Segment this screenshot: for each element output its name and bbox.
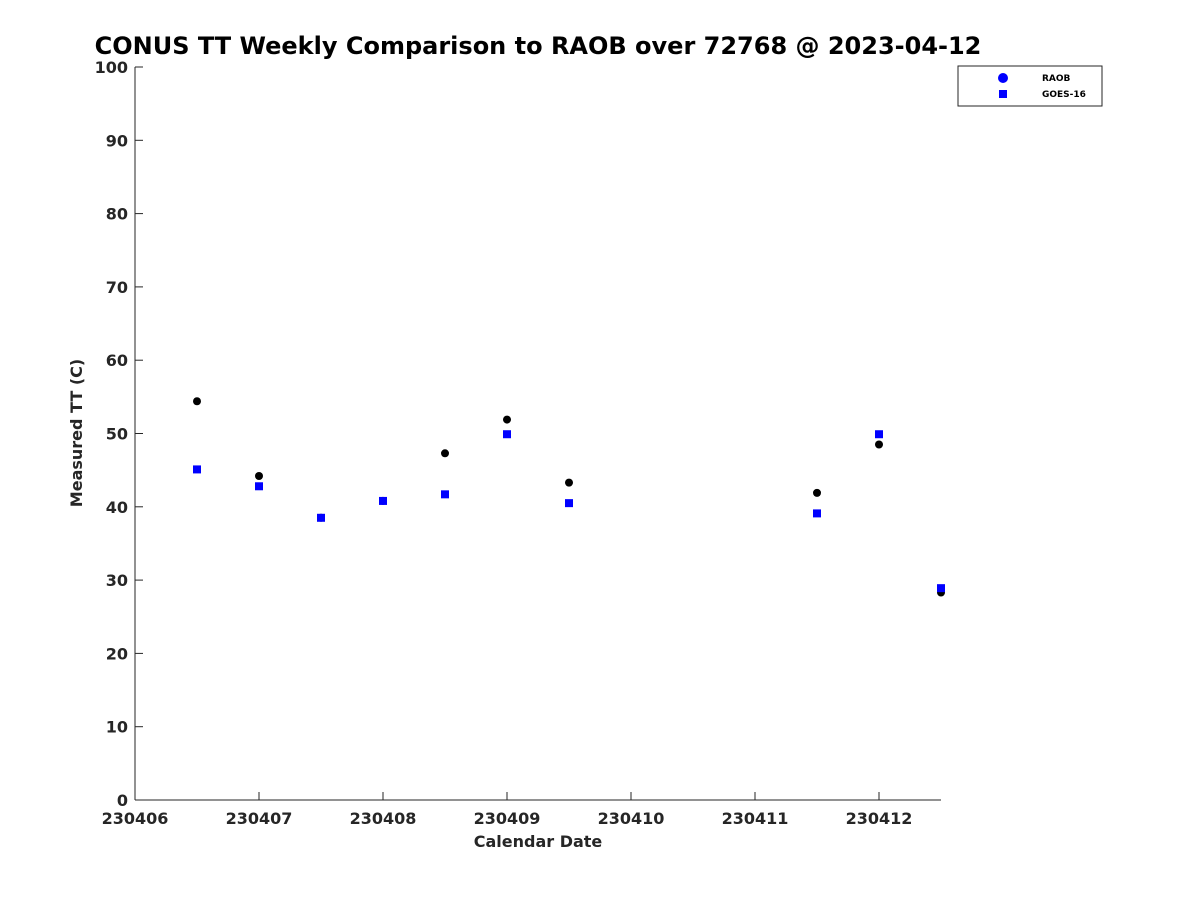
y-tick-label: 70 <box>106 278 128 297</box>
legend-label: RAOB <box>1042 74 1071 84</box>
y-axis-label: Measured TT (C) <box>67 359 86 507</box>
y-tick-label: 80 <box>106 205 128 224</box>
y-tick-label: 0 <box>117 791 128 810</box>
goes-16-point <box>441 490 449 499</box>
chart-title: CONUS TT Weekly Comparison to RAOB over … <box>95 32 982 60</box>
legend-marker-raob <box>998 73 1008 83</box>
goes-16-point <box>255 482 263 491</box>
x-axis-label: Calendar Date <box>474 832 603 851</box>
raob-point <box>193 397 201 406</box>
x-tick-label: 230407 <box>226 809 293 828</box>
goes-16-point <box>565 499 573 508</box>
x-tick-label: 230411 <box>722 809 789 828</box>
raob-point <box>565 478 573 487</box>
x-axis-ticks: 230406 230407 230408 230409 230410 230411 2304… <box>102 792 913 828</box>
goes-16-point <box>503 430 511 439</box>
x-tick-label: 230410 <box>598 809 665 828</box>
y-tick-label: 50 <box>106 425 128 444</box>
goes-16-point <box>379 496 387 505</box>
x-tick-label: 230408 <box>350 809 417 828</box>
raob-point <box>503 415 511 424</box>
raob-point <box>875 440 883 449</box>
legend: RAOB GOES-16 <box>957 65 1103 107</box>
y-axis-ticks: 0 10 20 30 40 50 60 70 80 90 100 <box>95 58 143 810</box>
series-raob <box>193 397 945 597</box>
legend-box <box>957 65 1103 107</box>
raob-point <box>441 449 449 458</box>
goes-16-point <box>937 584 945 593</box>
goes-16-point <box>813 509 821 518</box>
raob-point <box>813 488 821 497</box>
x-tick-label: 230406 <box>102 809 169 828</box>
y-tick-label: 20 <box>106 644 128 663</box>
data-series <box>193 397 945 597</box>
raob-point <box>255 472 263 481</box>
y-tick-label: 40 <box>106 498 128 517</box>
y-tick-label: 90 <box>106 131 128 150</box>
goes-16-point <box>193 465 201 474</box>
legend-marker-goes-16 <box>999 90 1007 98</box>
goes-16-point <box>317 513 325 522</box>
y-tick-label: 100 <box>95 58 128 77</box>
legend-label: GOES-16 <box>1042 90 1086 100</box>
x-tick-label: 230412 <box>846 809 913 828</box>
goes-16-point <box>875 430 883 439</box>
y-tick-label: 30 <box>106 571 128 590</box>
series-goes-16 <box>193 430 945 593</box>
x-tick-label: 230409 <box>474 809 541 828</box>
y-tick-label: 10 <box>106 718 128 737</box>
y-tick-label: 60 <box>106 351 128 370</box>
